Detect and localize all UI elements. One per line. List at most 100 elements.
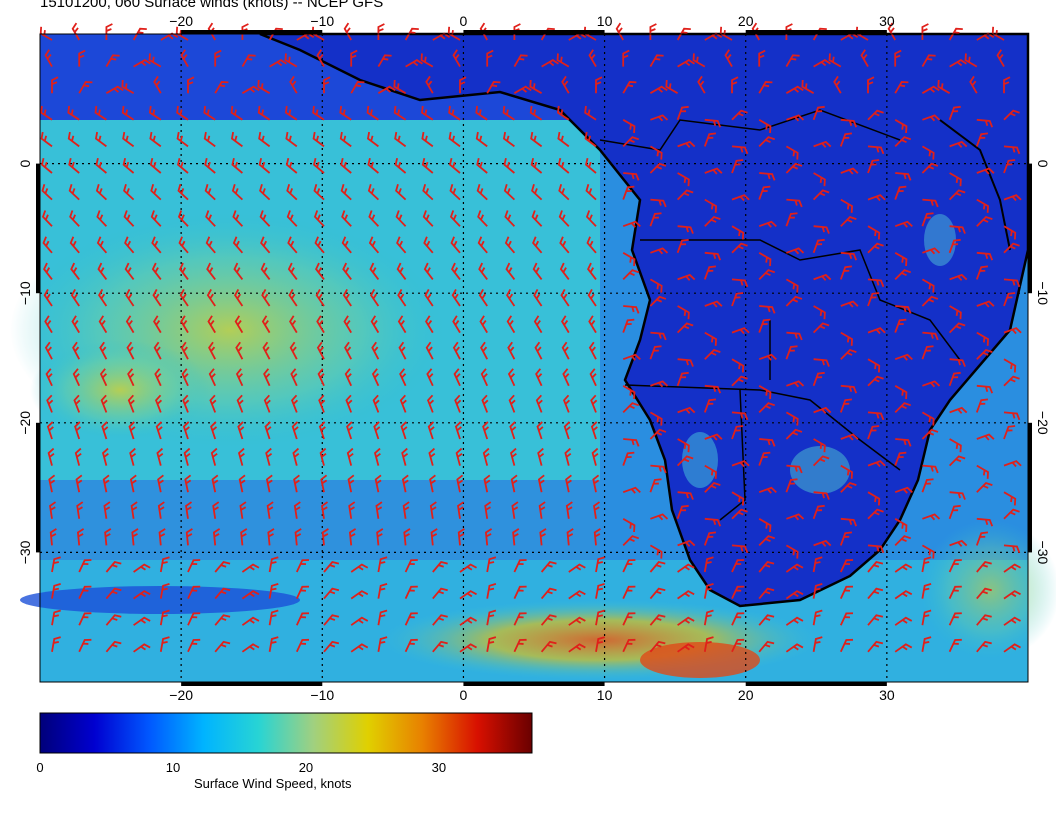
wind-barb	[452, 341, 461, 360]
wind-barb	[812, 609, 823, 626]
wind-barb	[949, 438, 962, 453]
wind-barb	[976, 384, 994, 394]
wind-barb	[286, 210, 298, 227]
wind-barb	[155, 421, 163, 440]
wind-barb	[133, 643, 151, 653]
wind-barb	[676, 455, 694, 467]
wind-barb	[921, 54, 936, 68]
wind-barb	[214, 81, 229, 94]
colorbar-tick-label: 0	[36, 760, 44, 775]
wind-barb	[287, 262, 298, 280]
wind-barb	[649, 640, 666, 653]
wind-barb	[234, 315, 244, 334]
wind-barb	[399, 394, 407, 413]
wind-barb	[676, 189, 694, 201]
wind-barb	[422, 210, 434, 227]
wind-barb	[452, 49, 461, 68]
wind-barb	[921, 295, 939, 307]
colorbar	[39, 712, 533, 754]
wind-barb	[41, 184, 53, 201]
wind-barb	[401, 474, 409, 493]
wind-barb	[589, 368, 597, 387]
wind-barb	[318, 421, 326, 440]
wind-barb	[949, 225, 966, 234]
wind-barb	[557, 131, 570, 148]
wind-barb	[948, 27, 963, 41]
wind-barb	[51, 583, 61, 599]
wind-barb	[786, 114, 805, 122]
wind-barb	[48, 474, 56, 493]
wind-barb	[801, 79, 815, 94]
wind-barb	[40, 131, 53, 148]
wind-barb	[622, 252, 636, 267]
wind-barb	[395, 184, 407, 201]
wind-barb	[867, 145, 885, 155]
wind-barb	[187, 559, 201, 573]
wind-barb	[264, 421, 272, 440]
wind-barb	[451, 262, 461, 280]
border-bar-top	[463, 30, 605, 34]
wind-barb	[179, 262, 189, 280]
wind-barb	[404, 612, 418, 626]
wind-barb	[786, 331, 803, 341]
wind-barb	[178, 236, 189, 254]
wind-barb	[532, 236, 543, 254]
wind-barb	[948, 371, 961, 387]
wind-barb	[867, 508, 884, 520]
wind-barb	[67, 105, 80, 121]
lon-tick-label-bottom: −20	[169, 687, 193, 703]
wind-barb	[403, 528, 411, 546]
wind-barb	[121, 105, 135, 121]
wind-barb	[159, 636, 170, 652]
wind-barb	[867, 292, 880, 307]
wind-barb	[786, 464, 803, 474]
wind-barb	[340, 157, 352, 174]
wind-barb	[921, 411, 935, 426]
wind-barb	[78, 81, 93, 94]
wind-barb	[758, 185, 771, 200]
wind-barb	[105, 587, 122, 600]
wind-barb	[129, 474, 137, 493]
wind-barb	[513, 585, 527, 599]
wind-barb	[51, 556, 61, 573]
wind-barb	[785, 278, 799, 293]
wind-barb	[449, 210, 461, 227]
wind-barb	[1003, 491, 1017, 506]
wind-barb	[404, 585, 418, 599]
wind-barb	[153, 315, 162, 334]
wind-barb	[513, 612, 527, 626]
wind-barb	[123, 210, 135, 227]
wind-barb	[894, 81, 909, 94]
wind-barb	[704, 517, 722, 527]
wind-barb	[676, 322, 694, 334]
wind-barb	[475, 105, 488, 121]
wind-barb	[507, 368, 516, 387]
wind-barb	[233, 262, 244, 280]
wind-barb	[238, 474, 246, 493]
wind-barb	[350, 563, 369, 573]
wind-barb	[1003, 508, 1020, 520]
wind-barb	[976, 198, 989, 213]
wind-barb	[457, 528, 465, 546]
wind-barb	[622, 585, 636, 599]
wind-barb	[67, 131, 80, 148]
wind-barb	[867, 159, 880, 174]
wind-barb	[211, 474, 219, 493]
wind-barb	[262, 341, 271, 360]
wind-barb	[731, 508, 748, 520]
wind-barb	[976, 348, 993, 360]
wind-barb	[840, 331, 853, 346]
wind-barb	[289, 315, 298, 334]
wind-barb	[949, 59, 967, 68]
wind-barb	[867, 242, 884, 254]
wind-barb	[294, 528, 302, 546]
wind-barb	[588, 341, 597, 360]
wind-barb	[214, 587, 231, 600]
wind-barb	[295, 612, 310, 626]
wind-barb	[127, 394, 135, 413]
wind-barb	[976, 481, 993, 493]
wind-barb	[812, 322, 830, 334]
wind-barb	[315, 288, 325, 307]
wind-barb	[477, 210, 488, 227]
wind-barb	[623, 172, 640, 181]
